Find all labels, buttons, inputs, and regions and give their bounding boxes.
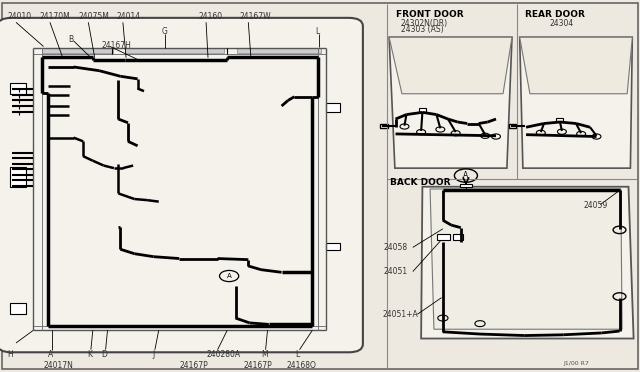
Bar [556, 118, 563, 121]
Text: 24058: 24058 [384, 243, 408, 252]
Text: 24167W: 24167W [240, 12, 271, 21]
FancyBboxPatch shape [0, 18, 363, 352]
Text: A: A [227, 273, 232, 279]
FancyBboxPatch shape [326, 103, 340, 112]
FancyBboxPatch shape [326, 243, 340, 250]
Text: BACK DOOR: BACK DOOR [390, 178, 451, 187]
Text: 24010: 24010 [8, 12, 32, 21]
Text: J1/00 R7: J1/00 R7 [563, 361, 589, 366]
Bar [460, 184, 472, 187]
FancyBboxPatch shape [42, 48, 113, 53]
Text: 24051+A: 24051+A [382, 310, 418, 319]
Bar [380, 124, 388, 128]
Text: 24059: 24059 [584, 201, 608, 210]
Text: 240280A: 240280A [206, 350, 240, 359]
Text: 24303 (AS): 24303 (AS) [401, 25, 444, 34]
Bar [453, 234, 463, 240]
Text: 24170M: 24170M [40, 12, 70, 21]
Text: G: G [161, 27, 167, 36]
Text: 24014: 24014 [116, 12, 141, 21]
Polygon shape [421, 187, 634, 339]
Text: L: L [315, 27, 319, 36]
Text: K: K [87, 350, 92, 359]
FancyBboxPatch shape [10, 167, 26, 187]
Text: J: J [152, 350, 155, 359]
Bar [509, 124, 516, 128]
FancyBboxPatch shape [237, 48, 321, 53]
Text: A: A [463, 171, 468, 180]
FancyBboxPatch shape [125, 48, 224, 53]
Text: A: A [48, 350, 53, 359]
Polygon shape [520, 37, 632, 94]
FancyBboxPatch shape [10, 303, 26, 314]
FancyBboxPatch shape [10, 83, 26, 94]
Text: 24075M: 24075M [78, 12, 109, 21]
Text: L: L [296, 350, 300, 359]
Text: B: B [68, 35, 73, 44]
Text: 24017N: 24017N [44, 361, 74, 370]
Text: 24304: 24304 [549, 19, 573, 28]
Text: H: H [8, 350, 13, 359]
Text: 24167P: 24167P [243, 361, 272, 370]
Text: D: D [101, 350, 107, 359]
Polygon shape [430, 189, 622, 329]
Polygon shape [389, 37, 512, 168]
Text: 24302N(DR): 24302N(DR) [401, 19, 448, 28]
Bar [419, 108, 426, 112]
Text: FRONT DOOR: FRONT DOOR [396, 10, 463, 19]
Text: 24167H: 24167H [101, 41, 131, 50]
Text: 24168O: 24168O [287, 361, 317, 370]
Text: 24160: 24160 [198, 12, 223, 21]
Text: M: M [261, 350, 268, 359]
Polygon shape [520, 37, 632, 168]
Polygon shape [389, 37, 512, 94]
Text: 24167P: 24167P [179, 361, 208, 370]
Text: REAR DOOR: REAR DOOR [525, 10, 585, 19]
Text: 24051: 24051 [384, 267, 408, 276]
Bar [437, 234, 450, 240]
